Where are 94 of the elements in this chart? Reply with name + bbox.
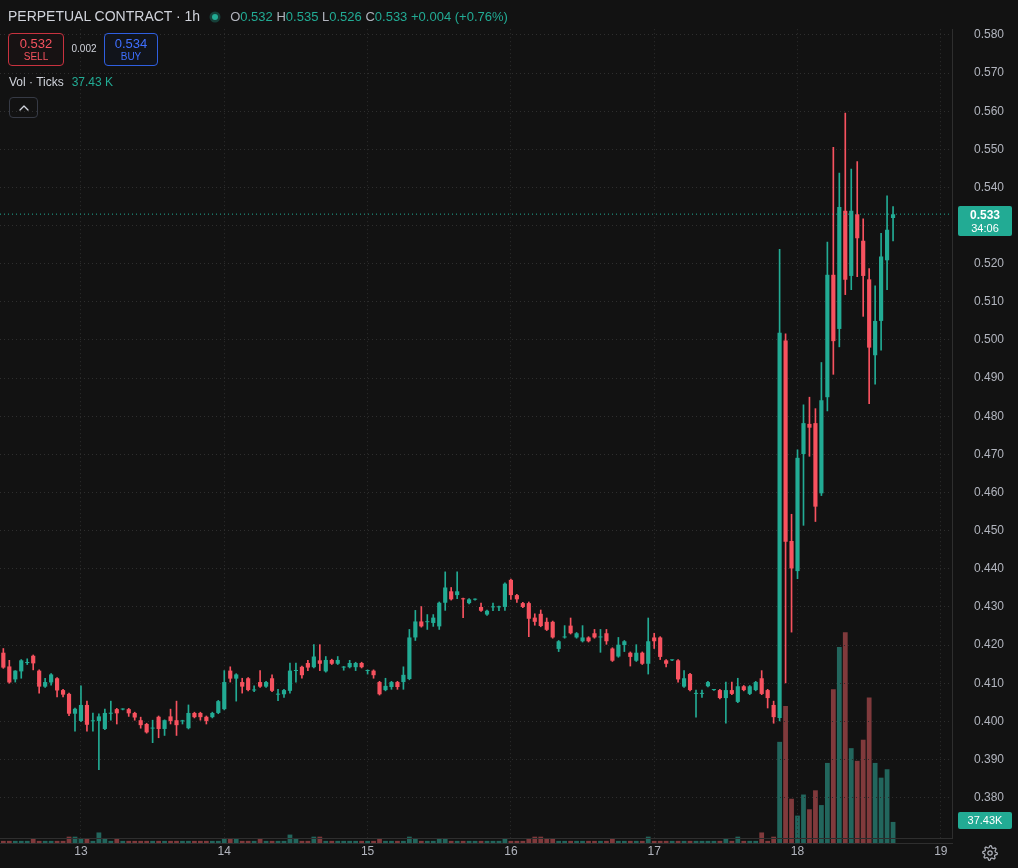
bar	[251, 840, 257, 843]
candlestick	[693, 689, 699, 718]
bar	[669, 840, 675, 843]
bar	[723, 838, 729, 843]
x-tick-label: 17	[647, 844, 662, 859]
x-tick-label: 18	[790, 844, 805, 859]
candlestick	[108, 700, 113, 721]
bar	[365, 840, 370, 843]
candlestick	[652, 632, 657, 649]
bar	[418, 840, 424, 843]
bar	[848, 748, 854, 843]
y-tick-label: 0.430	[974, 599, 1005, 614]
bar	[639, 840, 645, 843]
bar	[777, 741, 782, 843]
candlestick	[234, 673, 239, 702]
y-tick-label: 0.380	[974, 789, 1005, 804]
candlestick	[293, 662, 299, 683]
annotation: 0.534	[114, 36, 148, 51]
bar	[162, 840, 167, 843]
y-tick-label: 0.560	[974, 103, 1005, 118]
annotation: Vol · Ticks	[9, 75, 64, 89]
y-tick-label: 0.460	[974, 484, 1005, 499]
candlestick	[317, 644, 322, 671]
candlestick	[275, 688, 281, 702]
y-tick-label: 0.580	[974, 27, 1005, 42]
candlestick	[252, 685, 257, 692]
bar	[568, 840, 573, 843]
y-tick-label: 0.410	[974, 675, 1005, 690]
bar	[329, 840, 335, 843]
candlestick	[425, 614, 430, 630]
bar	[460, 840, 466, 843]
bar	[150, 840, 156, 843]
candlestick	[258, 670, 263, 688]
bar	[842, 632, 848, 843]
candlestick	[90, 712, 95, 732]
bar	[633, 840, 639, 843]
bar	[233, 838, 239, 843]
candlestick	[341, 666, 346, 671]
bar	[359, 840, 364, 843]
text: O0.532 H0.535 L0.526 C0.533 +0.004 (+0.76%)	[230, 9, 508, 24]
y-tick-label: 0.420	[974, 637, 1005, 652]
bar	[717, 840, 723, 843]
candlestick	[455, 571, 460, 599]
annotation: SELL	[23, 51, 49, 63]
annotation: BUY	[120, 51, 142, 63]
ref-line-label: 0.533	[969, 207, 1001, 222]
y-tick-label: 0.570	[974, 65, 1005, 80]
bar	[448, 840, 454, 843]
bar	[323, 840, 329, 843]
y-tick-label: 0.500	[974, 332, 1005, 347]
x-tick-label: 19	[934, 844, 948, 859]
y-tick-label: 0.400	[974, 713, 1005, 728]
y-tick-label: 0.450	[974, 522, 1005, 537]
y-tick-label: 0.510	[974, 294, 1005, 309]
x-tick-label: 16	[504, 844, 518, 859]
y-tick-label: 0.540	[974, 179, 1005, 194]
bar	[598, 840, 603, 843]
candlestick	[490, 602, 496, 612]
bar	[395, 840, 400, 843]
chart-title: PERPETUAL CONTRACT · 1h	[8, 8, 201, 25]
bar	[627, 840, 633, 843]
x-tick-label: 14	[217, 844, 232, 859]
candlestick	[670, 659, 675, 662]
y-tick-label: 0.470	[974, 446, 1005, 461]
candlestick	[723, 681, 728, 724]
y-tick-label: 0.520	[974, 256, 1005, 271]
x-tick-label: 15	[360, 844, 375, 859]
annotation: 0.002	[71, 43, 97, 54]
bar	[741, 840, 747, 843]
candlestick	[25, 658, 30, 665]
y-tick-label: 0.550	[974, 141, 1005, 156]
annotation: 37.43 K	[71, 75, 114, 89]
candlestick	[72, 707, 78, 732]
text: 37.43K	[967, 814, 1003, 827]
candlestick	[699, 689, 705, 698]
y-tick-label: 0.480	[974, 408, 1005, 423]
bar	[227, 838, 233, 843]
bar	[120, 840, 126, 843]
text: 34:06	[971, 221, 999, 235]
candlestick	[96, 713, 101, 771]
bar	[114, 838, 120, 843]
candlestick	[855, 161, 860, 278]
y-tick-label: 0.440	[974, 561, 1005, 576]
x-tick-label: 13	[74, 844, 88, 859]
candlestick	[419, 606, 424, 628]
bar	[830, 689, 836, 843]
annotation: 0.532	[19, 36, 53, 51]
bar	[836, 647, 842, 843]
y-tick-label: 0.490	[974, 370, 1005, 385]
bar	[729, 840, 735, 843]
bar	[454, 840, 460, 843]
y-tick-label: 0.390	[974, 751, 1005, 766]
candlestick	[461, 597, 466, 618]
bar	[156, 840, 161, 843]
